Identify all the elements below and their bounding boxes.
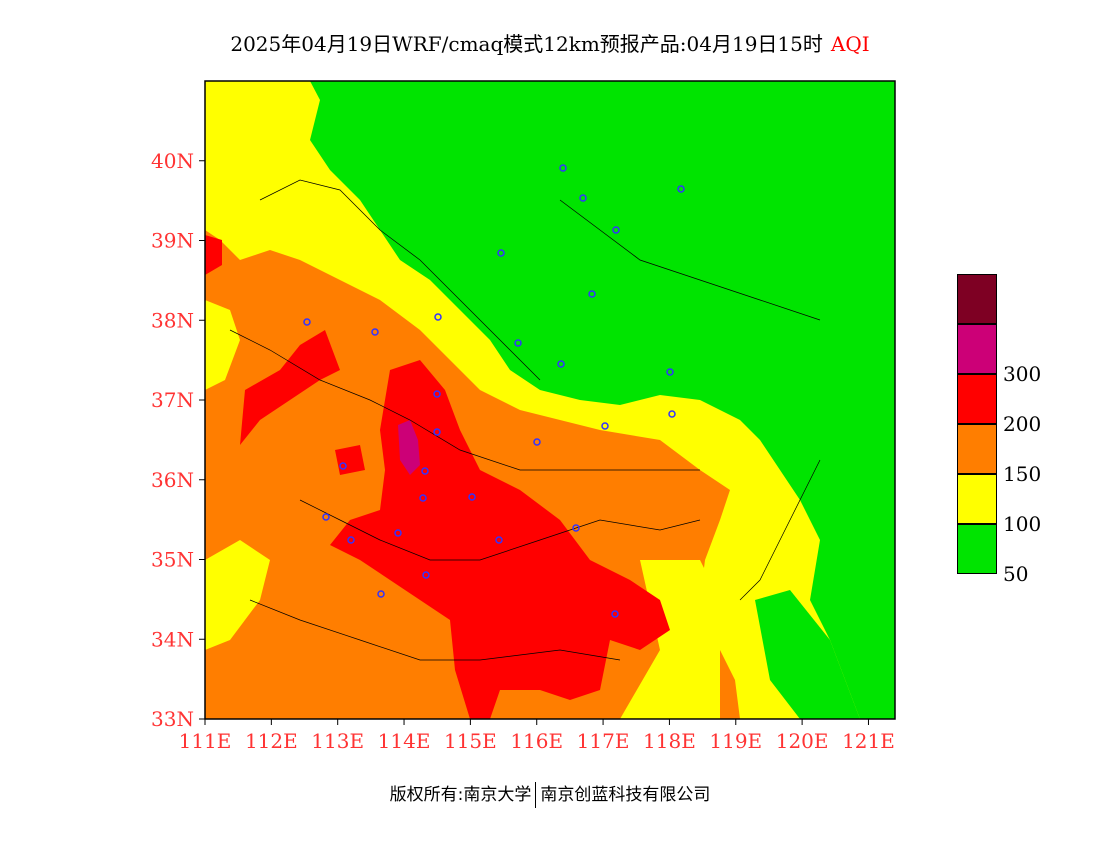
city-marker <box>433 390 441 398</box>
legend-swatch <box>957 324 997 374</box>
city-marker <box>601 422 609 430</box>
aqi-fill-layer <box>205 81 895 719</box>
city-marker <box>668 410 676 418</box>
latitude-label: 39N <box>151 229 194 253</box>
aqi-zone-green-north <box>310 81 895 719</box>
footer-right: 南京创蓝科技有限公司 <box>540 785 711 805</box>
longitude-label: 121E <box>842 729 895 753</box>
chart-title: 2025年04月19日WRF/cmaq模式12km预报产品:04月19日15时 A… <box>0 28 1100 57</box>
city-marker <box>588 290 596 298</box>
city-marker <box>666 368 674 376</box>
longitude-label: 115E <box>444 729 497 753</box>
city-marker <box>371 328 379 336</box>
legend-label: 150 <box>1003 462 1042 486</box>
city-marker <box>514 339 522 347</box>
aqi-zone-yellow-east <box>620 560 720 719</box>
aqi-zone-red-west-edge <box>205 235 222 275</box>
city-marker <box>579 194 587 202</box>
longitude-label: 112E <box>245 729 298 753</box>
city-marker <box>677 185 685 193</box>
city-marker <box>533 438 541 446</box>
legend-swatch <box>957 374 997 424</box>
aqi-zone-yellow-west <box>205 300 240 390</box>
latitude-label: 33N <box>151 707 194 731</box>
city-marker <box>557 360 565 368</box>
latitude-label: 38N <box>151 308 194 332</box>
latitude-label: 37N <box>151 388 194 412</box>
city-marker <box>497 249 505 257</box>
legend-swatch <box>957 274 997 324</box>
city-marker <box>394 529 402 537</box>
city-marker <box>347 536 355 544</box>
longitude-label: 111E <box>179 729 232 753</box>
city-marker <box>422 571 430 579</box>
legend-swatch <box>957 474 997 524</box>
latitude-labels: 40N 39N 38N 37N 36N 35N 34N 33N <box>151 149 205 731</box>
legend-label: 200 <box>1003 412 1042 436</box>
footer-separator <box>535 782 537 808</box>
legend-label: 300 <box>1003 362 1042 386</box>
longitude-label: 113E <box>311 729 364 753</box>
latitude-label: 36N <box>151 468 194 492</box>
latitude-label: 34N <box>151 627 194 651</box>
copyright-footer: 版权所有:南京大学 南京创蓝科技有限公司 <box>0 780 1100 808</box>
longitude-label: 119E <box>709 729 762 753</box>
city-marker <box>572 524 580 532</box>
city-marker <box>468 493 476 501</box>
city-marker <box>433 428 441 436</box>
city-marker <box>377 590 385 598</box>
city-marker <box>303 318 311 326</box>
city-marker <box>612 226 620 234</box>
longitude-label: 118E <box>643 729 696 753</box>
aqi-zone-yellow-south <box>205 540 270 650</box>
city-marker <box>611 610 619 618</box>
latitude-label: 35N <box>151 548 194 572</box>
longitude-label: 114E <box>378 729 431 753</box>
title-main: 2025年04月19日WRF/cmaq模式12km预报产品:04月19日15时 <box>230 32 823 56</box>
city-marker <box>495 536 503 544</box>
city-marker <box>322 513 330 521</box>
city-markers <box>303 164 685 618</box>
legend-swatch <box>957 424 997 474</box>
city-marker <box>419 494 427 502</box>
city-marker <box>559 164 567 172</box>
footer-left: 版权所有:南京大学 <box>389 785 532 805</box>
city-marker <box>434 313 442 321</box>
longitude-label: 120E <box>776 729 829 753</box>
aqi-zone-red-small <box>335 445 365 475</box>
aqi-zone-magenta <box>398 420 420 475</box>
city-marker <box>421 467 429 475</box>
legend-swatch <box>957 524 997 574</box>
aqi-zone-red-west <box>240 330 340 445</box>
aqi-zone-green-east-coast <box>755 590 860 719</box>
legend-label: 100 <box>1003 512 1042 536</box>
longitude-labels: 111E 112E 113E 114E 115E 116E 117E 118E 119E 120E… <box>179 719 895 753</box>
city-marker <box>339 462 347 470</box>
latitude-label: 40N <box>151 149 194 173</box>
longitude-label: 117E <box>577 729 630 753</box>
longitude-label: 116E <box>510 729 563 753</box>
title-product: AQI <box>830 32 870 56</box>
legend-label: 50 <box>1003 562 1029 586</box>
